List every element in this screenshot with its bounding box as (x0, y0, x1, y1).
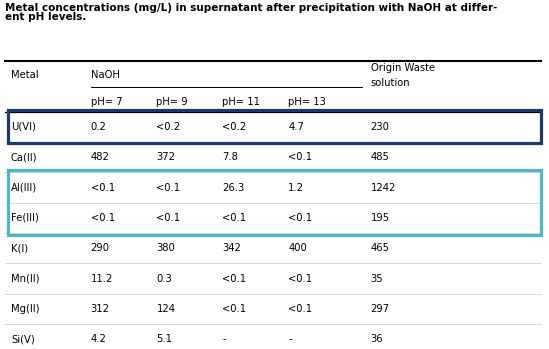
Text: <0.1: <0.1 (156, 183, 181, 193)
Text: Ca(II): Ca(II) (11, 152, 37, 162)
Text: Fe(III): Fe(III) (11, 213, 39, 223)
Text: 195: 195 (371, 213, 390, 223)
Text: Metal concentrations (mg/L) in supernatant after precipitation with NaOH at diff: Metal concentrations (mg/L) in supernata… (5, 3, 498, 14)
Text: <0.1: <0.1 (222, 304, 247, 314)
Text: <0.1: <0.1 (222, 274, 247, 284)
Text: 342: 342 (222, 243, 241, 253)
Text: 482: 482 (91, 152, 109, 162)
Text: 400: 400 (288, 243, 307, 253)
Text: 0.2: 0.2 (91, 122, 107, 132)
Text: U(VI): U(VI) (11, 122, 36, 132)
Bar (8, 170, 541, 235)
Bar (8, 110, 541, 143)
Text: <0.2: <0.2 (156, 122, 181, 132)
Text: Mn(II): Mn(II) (11, 274, 40, 284)
Text: ent pH levels.: ent pH levels. (5, 12, 87, 22)
Text: -: - (288, 334, 292, 344)
Text: 4.7: 4.7 (288, 122, 304, 132)
Text: 1.2: 1.2 (288, 183, 304, 193)
Text: Al(III): Al(III) (11, 183, 37, 193)
Text: 465: 465 (371, 243, 390, 253)
Text: 312: 312 (91, 304, 110, 314)
Text: pH= 11: pH= 11 (222, 97, 260, 106)
Text: <0.1: <0.1 (288, 213, 312, 223)
Text: pH= 9: pH= 9 (156, 97, 188, 106)
Text: 290: 290 (91, 243, 110, 253)
Text: 380: 380 (156, 243, 175, 253)
Text: 0.3: 0.3 (156, 274, 172, 284)
Text: <0.1: <0.1 (288, 304, 312, 314)
Text: <0.1: <0.1 (288, 152, 312, 162)
Text: 7.8: 7.8 (222, 152, 238, 162)
Text: 4.2: 4.2 (91, 334, 107, 344)
Text: Origin Waste: Origin Waste (371, 62, 435, 73)
Text: 1242: 1242 (371, 183, 396, 193)
Text: Mg(II): Mg(II) (11, 304, 40, 314)
Text: <0.1: <0.1 (156, 213, 181, 223)
Text: 26.3: 26.3 (222, 183, 245, 193)
Text: solution: solution (371, 78, 410, 88)
Text: 5.1: 5.1 (156, 334, 172, 344)
Text: 11.2: 11.2 (91, 274, 113, 284)
Text: K(I): K(I) (11, 243, 28, 253)
Text: NaOH: NaOH (91, 70, 120, 80)
Text: pH= 7: pH= 7 (91, 97, 122, 106)
Text: -: - (222, 334, 226, 344)
Text: <0.1: <0.1 (91, 183, 115, 193)
Text: <0.1: <0.1 (288, 274, 312, 284)
Text: 124: 124 (156, 304, 176, 314)
Text: 35: 35 (371, 274, 383, 284)
Text: pH= 13: pH= 13 (288, 97, 326, 106)
Text: <0.2: <0.2 (222, 122, 247, 132)
Text: 230: 230 (371, 122, 389, 132)
Text: 372: 372 (156, 152, 176, 162)
Text: <0.1: <0.1 (222, 213, 247, 223)
Text: Si(V): Si(V) (11, 334, 35, 344)
Text: <0.1: <0.1 (91, 213, 115, 223)
Text: Metal: Metal (11, 70, 38, 80)
Text: 297: 297 (371, 304, 390, 314)
Text: 36: 36 (371, 334, 383, 344)
Text: 485: 485 (371, 152, 389, 162)
